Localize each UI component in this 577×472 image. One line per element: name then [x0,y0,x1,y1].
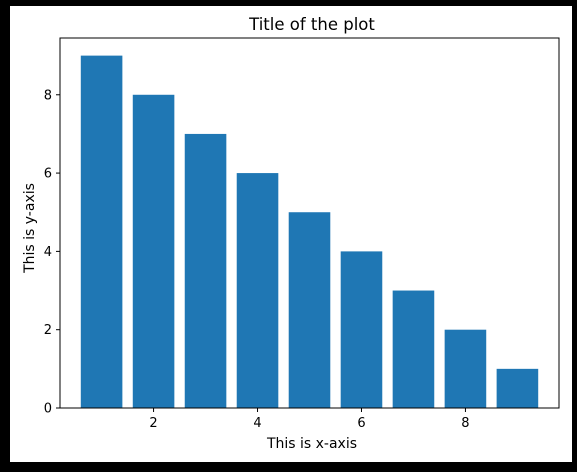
y-tick-label: 6 [44,167,52,182]
bar-7 [392,290,435,408]
bar-1 [80,55,123,408]
y-axis-label: This is y-axis [22,183,38,274]
x-tick-label: 6 [357,416,365,431]
bars-group [80,55,539,408]
x-tick-label: 2 [149,416,157,431]
bar-chart: Title of the plot 2 4 6 8 0 2 4 6 8 This is x-a… [22,15,560,452]
y-tick-label: 4 [44,245,52,260]
bar-9 [496,368,539,408]
x-tick-label: 8 [461,416,469,431]
bar-3 [184,133,227,408]
bar-6 [340,251,383,408]
chart-title: Title of the plot [248,15,375,34]
y-tick-label: 8 [44,88,52,103]
plot-area-frame [59,37,560,409]
figure-canvas: Title of the plot 2 4 6 8 0 2 4 6 8 This is x-a… [10,6,572,462]
y-tick-label: 0 [44,402,52,417]
bar-4 [236,173,279,408]
bar-5 [288,212,331,408]
y-tick-label: 2 [44,323,52,338]
x-ticks-group: 2 4 6 8 [149,408,470,431]
bar-2 [132,94,175,408]
x-tick-label: 4 [253,416,261,431]
x-axis-label: This is x-axis [266,436,357,452]
bar-8 [444,329,487,408]
y-ticks-group: 0 2 4 6 8 [44,88,60,417]
